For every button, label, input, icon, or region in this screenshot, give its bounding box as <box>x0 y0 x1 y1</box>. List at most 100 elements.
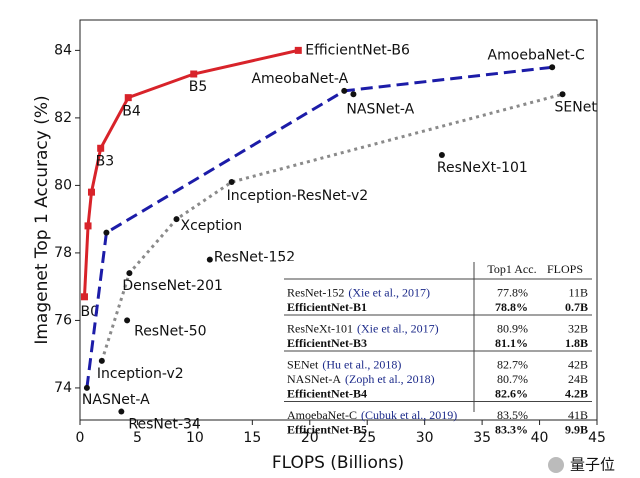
point-label: ResNeXt-101 <box>437 160 528 176</box>
y-tick-label: 74 <box>54 380 72 396</box>
point-label: SENet <box>555 99 598 115</box>
table-box <box>281 261 593 414</box>
point-label: ResNet-152 <box>214 250 295 266</box>
table-flops: 0.7B <box>565 300 588 314</box>
y-tick-label: 84 <box>54 42 72 58</box>
point-label: EfficientNet-B6 <box>305 42 410 58</box>
x-tick-label: 15 <box>243 430 261 446</box>
watermark: 量子位 <box>570 456 615 474</box>
table-model: SENet (Hu et al., 2018) <box>287 357 401 371</box>
marker <box>83 384 90 391</box>
y-axis-title: Imagenet Top 1 Accuracy (%) <box>32 95 52 344</box>
x-tick-label: 35 <box>473 430 491 446</box>
model-name: ResNeXt-101 <box>287 321 353 335</box>
point-label: ResNet-34 <box>128 417 201 433</box>
marker <box>341 87 348 94</box>
marker <box>97 144 105 152</box>
x-axis-title: FLOPS (Billions) <box>272 453 404 473</box>
marker <box>559 91 566 98</box>
point-label: Inception-v2 <box>97 366 184 382</box>
model-name: SENet <box>287 357 319 371</box>
point-label: Xception <box>181 218 243 234</box>
point-label: DenseNet-201 <box>122 278 223 294</box>
table-acc: 77.8% <box>497 285 528 299</box>
point-label: AmoebaNet-C <box>488 47 585 63</box>
table-acc: 80.7% <box>497 372 528 386</box>
citation: (Hu et al., 2018) <box>322 357 401 371</box>
point-label: AmeobaNet-A <box>251 71 348 87</box>
x-tick-label: 30 <box>416 430 434 446</box>
marker <box>98 357 105 364</box>
point-label: Inception-ResNet-v2 <box>227 188 369 204</box>
marker <box>190 70 198 78</box>
y-tick-label: 76 <box>54 312 72 328</box>
table-flops: 24B <box>568 372 588 386</box>
citation: (Xie et al., 2017) <box>357 321 439 335</box>
point-label: B4 <box>122 104 141 120</box>
point-label: B3 <box>96 153 115 169</box>
table-flops: 42B <box>568 357 588 371</box>
citation: (Xie et al., 2017) <box>348 285 430 299</box>
table-model: EfficientNet-B1 <box>287 300 367 314</box>
table-acc: 83.5% <box>497 408 528 422</box>
table-flops: 9.9B <box>565 422 588 436</box>
y-tick-label: 80 <box>54 177 72 193</box>
marker <box>103 229 110 236</box>
y-tick-label: 78 <box>54 245 72 261</box>
x-tick-label: 5 <box>133 430 142 446</box>
point-label: NASNet-A <box>346 101 414 117</box>
marker <box>206 256 213 263</box>
model-name: EfficientNet-B3 <box>287 336 367 350</box>
marker <box>124 317 131 324</box>
marker <box>438 152 445 159</box>
model-name: EfficientNet-B5 <box>287 422 367 436</box>
model-name: EfficientNet-B1 <box>287 300 367 314</box>
point-label: ResNet-50 <box>134 323 206 339</box>
table-model: EfficientNet-B4 <box>287 386 367 400</box>
citation: (Zoph et al., 2018) <box>345 372 435 386</box>
marker <box>350 91 357 98</box>
table-model: EfficientNet-B5 <box>287 422 367 436</box>
marker <box>173 216 180 223</box>
table-acc: 81.1% <box>495 336 528 350</box>
table-flops: 4.2B <box>565 386 588 400</box>
table-flops: 32B <box>568 321 588 335</box>
citation: (Cubuk et al., 2019) <box>361 408 457 422</box>
table-flops: 11B <box>568 285 588 299</box>
table-flops: 1.8B <box>565 336 588 350</box>
marker <box>87 188 95 196</box>
marker <box>126 270 133 277</box>
marker <box>118 408 125 415</box>
table-acc: 80.9% <box>497 321 528 335</box>
y-tick-label: 82 <box>54 110 72 126</box>
table-acc: 82.7% <box>497 357 528 371</box>
marker <box>228 179 235 186</box>
x-tick-label: 0 <box>76 430 85 446</box>
table-acc: 78.8% <box>495 300 528 314</box>
marker <box>80 293 88 301</box>
point-label: B5 <box>189 79 208 95</box>
marker <box>124 94 132 102</box>
x-tick-label: 45 <box>588 430 606 446</box>
table-header: FLOPS <box>547 262 583 276</box>
model-name: NASNet-A <box>287 372 341 386</box>
marker <box>294 46 302 54</box>
table-model: NASNet-A (Zoph et al., 2018) <box>287 372 435 386</box>
point-label: B0 <box>80 304 99 320</box>
table: Top1 Acc. FLOPS ResNet-152 (Xie et al., 201… <box>281 261 593 436</box>
point-label: NASNet-A <box>82 392 150 408</box>
table-flops: 41B <box>568 408 588 422</box>
table-model: AmoebaNet-C (Cubuk et al., 2019) <box>287 408 457 422</box>
series-line <box>85 65 553 389</box>
x-tick-label: 40 <box>531 430 549 446</box>
table-acc: 83.3% <box>495 422 528 436</box>
model-name: EfficientNet-B4 <box>287 386 367 400</box>
marker <box>84 222 92 230</box>
model-name: ResNet-152 <box>287 285 344 299</box>
watermark-icon <box>548 457 564 473</box>
table-model: EfficientNet-B3 <box>287 336 367 350</box>
model-name: AmoebaNet-C <box>287 408 357 422</box>
plot-frame <box>79 19 598 421</box>
table-header: Top1 Acc. <box>487 262 536 276</box>
